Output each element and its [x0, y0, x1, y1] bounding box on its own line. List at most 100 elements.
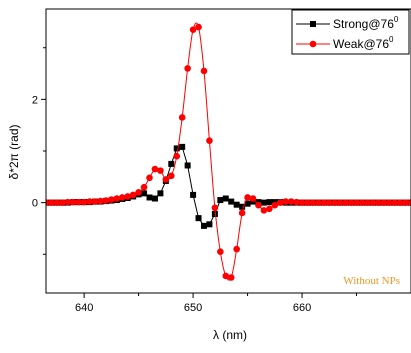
- x-tick-label: 650: [184, 302, 202, 314]
- data-point-weak: [244, 194, 251, 201]
- data-point-strong: [222, 195, 229, 202]
- legend-strong-marker: [310, 21, 316, 27]
- data-point-weak: [233, 245, 240, 253]
- data-point-weak: [380, 199, 388, 206]
- data-point-weak: [211, 204, 219, 212]
- data-point-weak: [336, 199, 344, 206]
- data-point-strong: [217, 197, 224, 204]
- data-point-weak: [293, 198, 300, 206]
- data-point-weak: [124, 193, 132, 200]
- y-tick-label: 2: [32, 94, 38, 106]
- x-tick-label: 660: [293, 302, 311, 314]
- y-tick-label: 0: [32, 198, 38, 210]
- legend-weak-marker: [309, 40, 317, 48]
- data-point-weak: [206, 137, 213, 144]
- data-point-weak: [200, 67, 208, 75]
- data-point-weak: [184, 65, 191, 72]
- data-point-weak: [325, 199, 333, 206]
- axis-layer: 640 650 660 0 2: [32, 47, 358, 314]
- data-point-weak: [407, 199, 411, 206]
- data-point-weak: [146, 174, 153, 182]
- data-point-strong: [195, 215, 202, 222]
- data-point-weak: [118, 194, 126, 201]
- data-point-weak: [46, 199, 50, 206]
- data-point-weak: [353, 199, 360, 206]
- data-point-weak: [86, 198, 93, 205]
- data-point-strong: [173, 145, 180, 152]
- data-point-weak: [80, 198, 88, 206]
- data-point-weak: [108, 196, 115, 203]
- x-tick-label: 640: [75, 302, 93, 314]
- data-point-weak: [173, 152, 181, 160]
- data-point-strong: [200, 222, 207, 229]
- data-point-weak: [217, 248, 224, 255]
- data-point-strong: [211, 211, 218, 217]
- data-point-weak: [298, 199, 306, 206]
- data-point-weak: [331, 199, 339, 206]
- data-point-weak: [59, 199, 66, 206]
- data-point-weak: [369, 199, 377, 206]
- data-point-weak: [320, 199, 328, 206]
- data-point-weak: [304, 199, 311, 206]
- data-point-weak: [385, 199, 393, 206]
- data-point-weak: [102, 197, 110, 204]
- data-point-weak: [396, 199, 404, 206]
- series-line-strong: [46, 146, 411, 227]
- series-line-weak: [46, 22, 411, 281]
- data-point-strong: [233, 201, 240, 208]
- data-point-weak: [347, 199, 355, 206]
- data-point-weak: [69, 198, 77, 206]
- series-layer: [46, 22, 411, 281]
- legend-strong-name: Strong@76: [333, 17, 394, 31]
- data-point-strong: [157, 190, 164, 197]
- data-point-strong: [239, 203, 246, 210]
- legend-strong-sup: 0: [394, 15, 399, 24]
- data-point-strong: [168, 160, 175, 167]
- data-point-weak: [140, 183, 148, 191]
- data-point-weak: [402, 199, 409, 206]
- data-point-strong: [260, 199, 267, 206]
- legend-weak-name: Weak@76: [333, 37, 389, 51]
- data-point-weak: [151, 165, 159, 173]
- data-point-weak: [238, 209, 246, 217]
- data-point-strong: [141, 190, 148, 197]
- data-point-weak: [195, 23, 202, 31]
- annotation-label: Without NPs: [343, 275, 400, 287]
- data-point-strong: [151, 195, 158, 202]
- data-point-weak: [162, 176, 170, 183]
- data-point-weak: [157, 167, 164, 174]
- data-point-weak: [113, 195, 121, 202]
- data-point-strong: [146, 194, 153, 201]
- data-point-weak: [282, 198, 290, 205]
- x-axis-title: λ (nm): [213, 328, 247, 342]
- data-point-weak: [391, 199, 398, 206]
- data-point-weak: [266, 205, 273, 213]
- data-point-weak: [53, 199, 61, 206]
- data-point-weak: [364, 199, 371, 206]
- data-point-strong: [179, 143, 186, 150]
- data-point-weak: [276, 199, 284, 206]
- data-point-weak: [48, 199, 55, 206]
- data-point-weak: [168, 172, 175, 180]
- legend-weak-label: Weak@760: [333, 35, 394, 51]
- data-point-weak: [227, 274, 235, 281]
- data-point-strong: [184, 162, 191, 169]
- y-axis-title: δ*2π (rad): [7, 125, 21, 180]
- data-point-weak: [135, 189, 142, 196]
- data-point-weak: [315, 199, 322, 206]
- data-point-weak: [178, 114, 186, 121]
- data-point-weak: [249, 195, 257, 202]
- legend-weak-sup: 0: [389, 35, 394, 44]
- data-point-strong: [266, 199, 273, 206]
- data-point-weak: [189, 26, 197, 33]
- data-point-weak: [309, 199, 317, 206]
- data-point-strong: [190, 191, 197, 198]
- data-point-strong: [228, 198, 235, 205]
- data-point-weak: [64, 198, 72, 206]
- data-point-weak: [358, 199, 366, 206]
- legend-strong-label: Strong@760: [333, 15, 399, 31]
- data-point-weak: [129, 191, 137, 199]
- data-point-strong: [244, 200, 251, 207]
- data-point-weak: [287, 198, 295, 205]
